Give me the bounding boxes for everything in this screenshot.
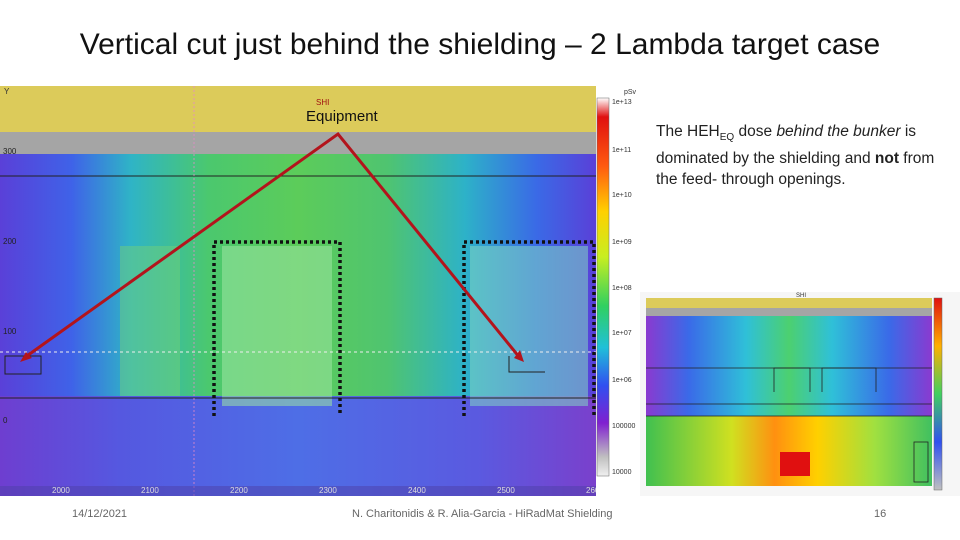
y-tick-0: 0 — [3, 416, 8, 425]
cbar-label-6: 1e+06 — [612, 377, 632, 384]
body-text: The HEHEQ dose behind the bunker is domi… — [656, 123, 935, 189]
side-dose-map: SHI — [640, 292, 960, 496]
side-top-label: SHI — [796, 293, 806, 299]
cbar-label-4: 1e+08 — [612, 285, 632, 292]
cbar-label-5: 1e+07 — [612, 330, 632, 337]
axis-y-label: Y — [4, 87, 10, 96]
grey-band — [0, 132, 596, 154]
cbar-label-7: 100000 — [612, 423, 635, 430]
x-tick-2100: 2100 — [141, 486, 159, 495]
x-tick-2400: 2400 — [408, 486, 426, 495]
top-label: SHI — [316, 98, 329, 107]
x-tick-2200: 2200 — [230, 486, 248, 495]
colorbar — [596, 97, 610, 477]
y-tick-200: 200 — [3, 237, 17, 246]
cbar-label-8: 10000 — [612, 469, 632, 476]
x-tick-2600: 2600 — [586, 486, 604, 495]
opening-outline-right — [462, 240, 596, 416]
equipment-label: Equipment — [306, 108, 378, 125]
y-tick-100: 100 — [3, 327, 17, 336]
main-dose-map: Y SHI 300 200 100 0 2000 2100 2200 2300 … — [0, 86, 645, 496]
arrow-lines — [23, 131, 522, 360]
colorbar-unit: pSv — [624, 89, 637, 96]
cbar-label-3: 1e+09 — [612, 239, 632, 246]
footer-page-number: 16 — [874, 508, 887, 520]
equipment-band — [0, 86, 596, 132]
x-tick-2000: 2000 — [52, 486, 70, 495]
slide-title: Vertical cut just behind the shielding –… — [79, 28, 881, 61]
cbar-label-1: 1e+11 — [612, 147, 631, 154]
cbar-label-2: 1e+10 — [612, 192, 632, 199]
y-tick-300: 300 — [3, 147, 17, 156]
opening-outline-left — [212, 240, 342, 416]
cbar-label-0: 1e+13 — [612, 99, 632, 106]
footer-date: 14/12/2021 — [72, 508, 128, 520]
x-tick-2500: 2500 — [497, 486, 515, 495]
x-tick-2300: 2300 — [319, 486, 337, 495]
footer-author: N. Charitonidis & R. Alia-Garcia - HiRad… — [352, 508, 613, 520]
